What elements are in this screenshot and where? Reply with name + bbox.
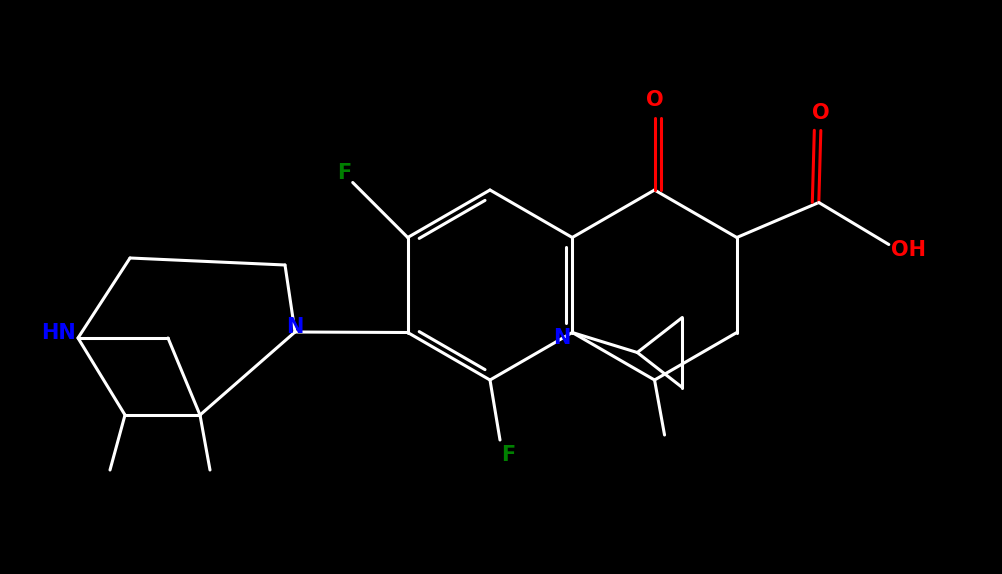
Text: N: N — [286, 317, 304, 337]
Text: OH: OH — [891, 239, 926, 259]
Text: O: O — [812, 103, 829, 122]
Text: F: F — [338, 162, 352, 183]
Text: HN: HN — [41, 323, 75, 343]
Text: N: N — [553, 328, 570, 347]
Text: F: F — [500, 445, 515, 465]
Text: O: O — [645, 90, 662, 110]
